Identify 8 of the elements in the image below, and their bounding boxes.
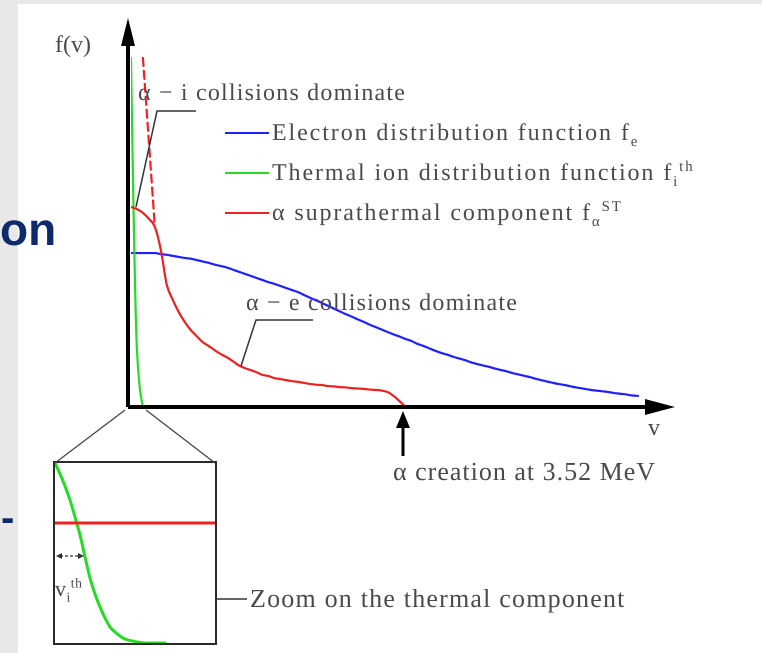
y-axis-title: f(v) bbox=[55, 31, 91, 60]
x-axis-title: v bbox=[648, 414, 660, 443]
legend-label: Electron distribution function f$_{e}$ bbox=[272, 118, 640, 150]
text: - bbox=[1, 495, 14, 542]
annotation: α − i collisions dominate bbox=[138, 79, 406, 108]
text: α creation at 3.52 MeV bbox=[393, 456, 656, 488]
text: Zoom on the thermal component bbox=[250, 583, 626, 614]
text: on bbox=[0, 202, 56, 257]
